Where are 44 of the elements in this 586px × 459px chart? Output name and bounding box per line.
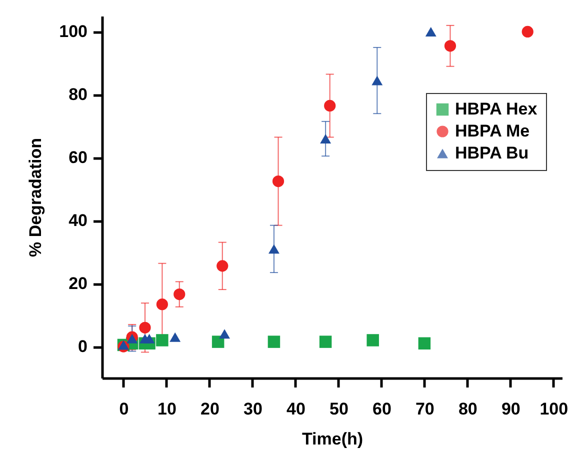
x-tick-label: 10 [158,400,176,418]
x-tick-label: 70 [415,400,434,418]
point [174,288,186,300]
point [319,336,332,348]
point [418,337,431,350]
point [324,100,336,112]
point [444,40,456,52]
y-tick-label: 0 [78,337,88,356]
point [144,334,155,344]
point [272,175,284,188]
point [170,332,181,342]
x-tick-label: 20 [200,400,220,418]
x-tick-label: 80 [458,400,478,418]
x-tick-label: 0 [119,400,129,418]
point [212,336,224,348]
point [139,322,151,334]
point [320,134,332,144]
y-tick-label: 20 [68,274,88,294]
point [156,334,168,346]
point [268,336,280,348]
legend-label: HBPA Bu [455,144,529,162]
x-tick-label: 60 [372,400,392,418]
point [425,26,436,36]
x-axis-title: Time(h) [302,430,364,448]
point [216,260,228,272]
legend-label: HBPA Me [455,122,530,140]
point [372,76,383,86]
point [366,334,379,346]
x-tick-label: 90 [501,400,520,418]
y-tick-label: 100 [59,22,88,42]
y-axis-title: % Degradation [26,138,46,258]
point [126,334,138,344]
y-tick-label: 60 [68,148,88,168]
x-tick-label: 50 [329,400,348,418]
y-tick-label: 80 [68,85,88,104]
point [268,244,280,254]
point [522,26,534,38]
point [219,329,230,339]
point [156,298,168,310]
x-tick-label: 30 [244,400,262,418]
x-tick-label: 40 [286,400,306,418]
x-tick-label: 100 [540,400,568,418]
y-tick-label: 40 [68,211,88,230]
legend-label: HBPA Hex [455,100,538,118]
